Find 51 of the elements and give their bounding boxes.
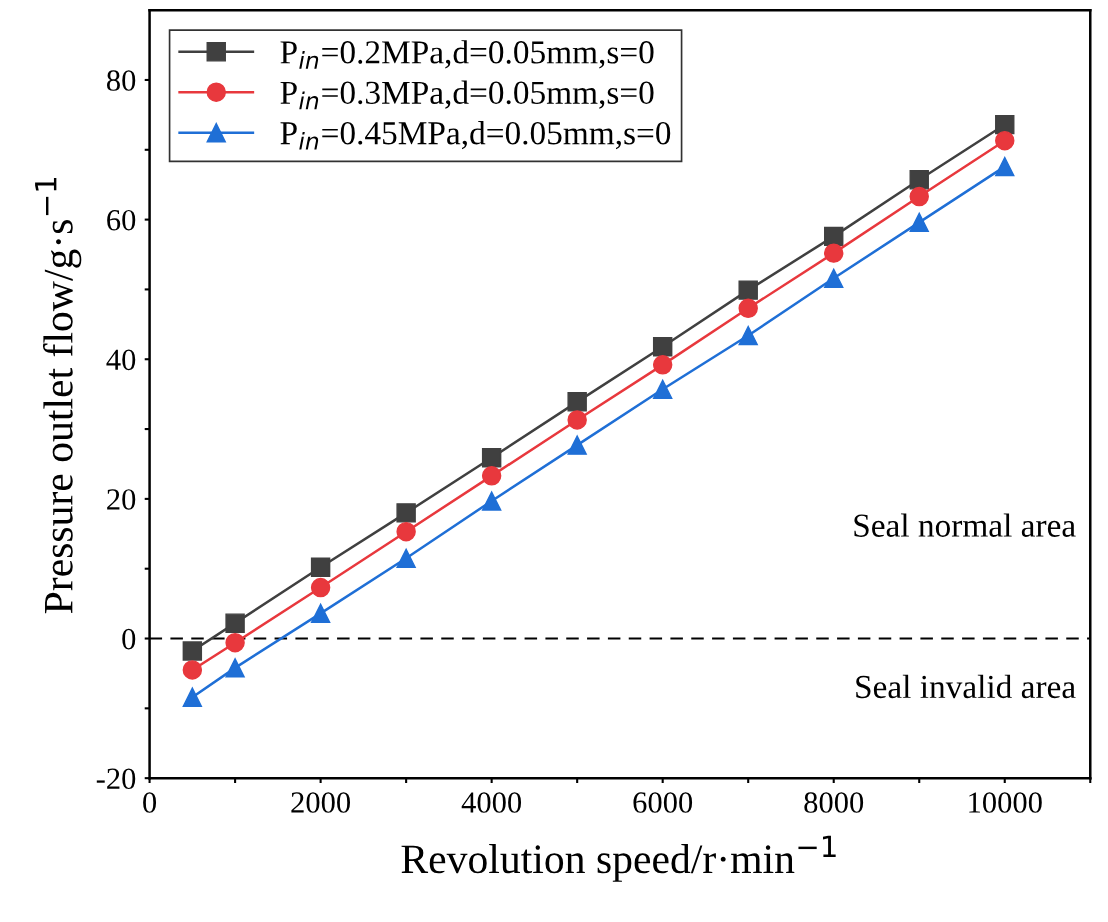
- point: [823, 243, 844, 263]
- annotation: Seal invalid area: [856, 674, 1076, 699]
- point: [738, 325, 758, 346]
- point: [225, 658, 245, 678]
- point: [481, 491, 502, 511]
- point: [909, 170, 929, 190]
- point: [225, 632, 245, 653]
- point: [567, 410, 587, 430]
- point: [823, 268, 844, 288]
- y-tick-label: 40: [106, 349, 136, 371]
- point: [310, 577, 331, 598]
- point: [909, 186, 929, 207]
- point: [652, 336, 673, 357]
- point: [652, 355, 673, 375]
- legend-label: P$_{in}$=0.2MPa,d=0.05mm,s=0: [280, 40, 654, 69]
- y-tick-label: -20: [96, 768, 136, 790]
- point: [567, 392, 587, 412]
- point: [225, 613, 245, 633]
- point: [182, 641, 203, 661]
- point: [396, 521, 416, 542]
- point: [738, 298, 758, 318]
- y-tick-label: 20: [107, 489, 136, 510]
- y-tick-label: 0: [122, 628, 136, 650]
- point: [182, 687, 203, 707]
- annotation: Seal normal area: [854, 513, 1076, 537]
- y-axis-title: Pressure outlet flow/g·s$^{−1}$: [35, 177, 82, 614]
- point: [995, 130, 1015, 151]
- point: [909, 212, 929, 233]
- point: [738, 280, 758, 300]
- point: [995, 156, 1015, 177]
- point: [182, 660, 203, 680]
- x-tick-label: 2000: [291, 792, 351, 813]
- legend-label: P$_{in}$=0.45MPa,d=0.05mm,s=0: [280, 121, 671, 150]
- point: [396, 548, 416, 568]
- x-tick-label: 4000: [461, 792, 522, 813]
- point: [310, 557, 331, 578]
- x-axis-title: Revolution speed/r·min$^{−1}$: [401, 835, 836, 882]
- point: [310, 603, 331, 624]
- legend-label: P$_{in}$=0.3MPa,d=0.05mm,s=0: [280, 80, 654, 110]
- x-tick-label: 8000: [804, 792, 864, 813]
- y-tick-label: 80: [106, 70, 136, 91]
- point: [396, 503, 416, 523]
- x-tick-label: 0: [143, 792, 157, 813]
- point: [481, 447, 502, 468]
- x-tick-label: 6000: [633, 792, 693, 813]
- point: [823, 226, 844, 247]
- y-tick-label: 60: [107, 209, 136, 231]
- point: [652, 379, 673, 399]
- point: [481, 466, 502, 486]
- x-tick-label: 10000: [969, 792, 1042, 813]
- point: [567, 435, 587, 455]
